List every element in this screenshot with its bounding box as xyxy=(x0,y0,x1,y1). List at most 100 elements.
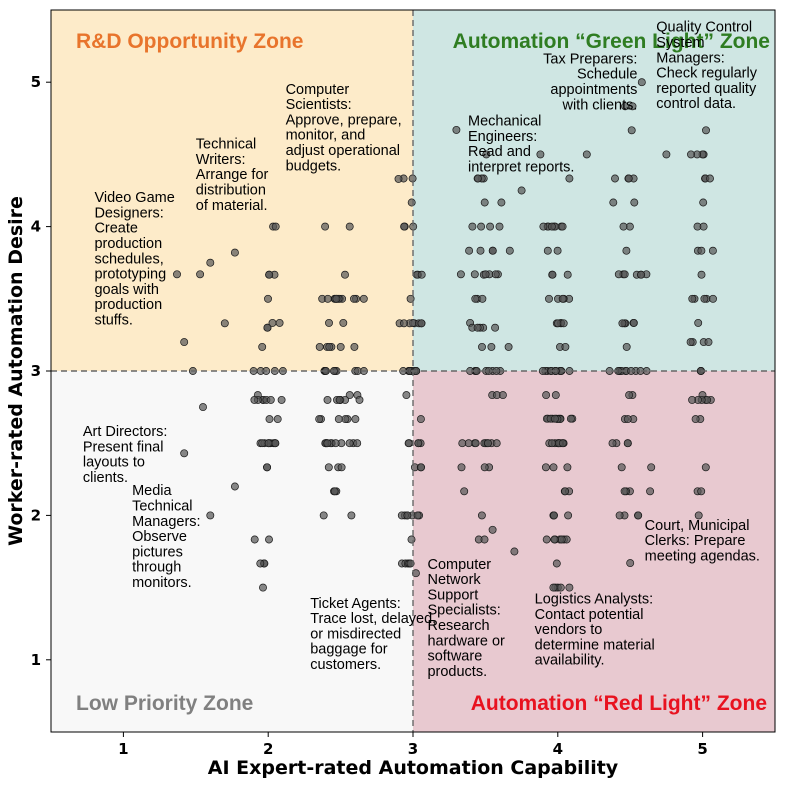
annotation: Quality Control System Managers: Check regu… xyxy=(656,20,757,113)
data-point xyxy=(341,415,350,424)
data-point xyxy=(662,150,671,159)
data-point xyxy=(561,487,570,496)
data-point xyxy=(495,222,504,231)
annotation-line: Contact potential xyxy=(535,607,644,623)
data-point xyxy=(271,439,280,448)
data-point xyxy=(706,174,714,183)
data-point xyxy=(629,318,638,327)
annotation-line: Arrange for xyxy=(196,167,269,183)
data-point xyxy=(630,198,639,207)
annotation-line: customers. xyxy=(310,657,381,673)
annotation-line: Logistics Analysts: xyxy=(535,591,653,607)
data-point xyxy=(558,222,567,231)
data-point xyxy=(622,246,631,255)
data-point xyxy=(347,511,356,520)
annotation-line: Approve, prepare, xyxy=(286,112,402,128)
data-point xyxy=(701,463,710,472)
axes: 1 2 3 4 5 1 2 3 4 5 xyxy=(31,73,708,758)
data-point xyxy=(325,318,333,327)
data-point xyxy=(334,415,343,424)
data-point xyxy=(323,395,332,404)
data-point xyxy=(539,222,548,231)
data-point xyxy=(646,487,655,496)
data-point xyxy=(180,449,189,458)
annotation-line: Read and xyxy=(468,144,531,160)
data-point xyxy=(622,342,631,351)
data-point xyxy=(404,439,413,448)
data-point xyxy=(563,463,572,472)
data-point xyxy=(331,439,340,448)
annotation-line: pictures xyxy=(132,544,183,560)
y-tick-label: 4 xyxy=(31,218,41,236)
annotation-line: distribution xyxy=(196,183,266,199)
data-point xyxy=(345,439,354,448)
zone-label-low-priority-zone: Low Priority Zone xyxy=(76,692,253,715)
annotation-line: Network xyxy=(427,572,481,588)
data-point xyxy=(359,294,368,303)
data-point xyxy=(402,391,411,400)
data-point xyxy=(403,511,412,520)
data-point xyxy=(457,463,466,472)
data-point xyxy=(550,414,559,423)
data-point xyxy=(180,338,189,347)
data-point xyxy=(199,403,207,412)
annotation: Tax Preparers: Schedule appointments with c… xyxy=(543,51,637,113)
data-point xyxy=(634,511,643,520)
annotation-line: meeting agendas. xyxy=(645,548,760,564)
annotation-line: Create xyxy=(94,221,138,237)
annotation-line: Managers: xyxy=(132,514,201,530)
data-point xyxy=(339,318,348,327)
data-point xyxy=(268,318,277,327)
data-point xyxy=(517,186,526,195)
annotation-line: Media xyxy=(132,483,172,499)
data-point xyxy=(273,415,282,424)
annotation-line: Art Directors: xyxy=(83,424,168,440)
data-point xyxy=(480,535,489,544)
data-point xyxy=(321,222,330,231)
data-point xyxy=(351,415,360,424)
data-point xyxy=(545,294,553,303)
data-point xyxy=(699,222,708,231)
data-point xyxy=(558,439,567,448)
data-point xyxy=(686,338,695,347)
data-point xyxy=(615,511,624,520)
annotation-line: layouts to xyxy=(83,455,145,471)
data-point xyxy=(688,395,697,404)
data-point xyxy=(265,270,274,279)
y-tick-label: 2 xyxy=(31,506,41,524)
x-tick-label: 3 xyxy=(408,740,418,758)
data-point xyxy=(265,535,273,544)
data-point xyxy=(561,342,570,351)
data-point xyxy=(611,174,619,183)
data-point xyxy=(400,222,409,231)
data-point xyxy=(486,222,495,231)
zone-label-automation-red-light-zone: Automation “Red Light” Zone xyxy=(471,692,767,715)
data-point xyxy=(553,246,562,255)
data-point xyxy=(492,439,501,448)
data-point xyxy=(400,319,408,328)
data-point xyxy=(556,583,565,592)
data-point xyxy=(558,294,567,303)
annotation-line: production xyxy=(94,236,162,252)
data-point xyxy=(470,270,479,279)
data-point xyxy=(565,174,574,183)
x-tick-label: 4 xyxy=(553,740,563,758)
data-point xyxy=(687,150,695,159)
data-point xyxy=(700,294,709,303)
annotation: Media Technical Managers: Observe pictures th… xyxy=(132,483,201,591)
data-point xyxy=(542,535,551,544)
annotation-line: appointments xyxy=(550,82,637,98)
data-point xyxy=(258,342,267,351)
data-point xyxy=(488,525,497,534)
annotation: Mechanical Engineers: Read and interpret re… xyxy=(468,114,574,176)
data-point xyxy=(478,342,486,351)
data-point xyxy=(332,294,341,303)
data-point xyxy=(266,395,275,404)
data-point xyxy=(697,246,706,255)
data-point xyxy=(264,439,273,448)
zone-labels: R&D Opportunity Zone Automation “Green Li… xyxy=(76,30,770,715)
data-points xyxy=(173,78,717,592)
data-point xyxy=(330,487,339,496)
data-point xyxy=(637,78,646,87)
